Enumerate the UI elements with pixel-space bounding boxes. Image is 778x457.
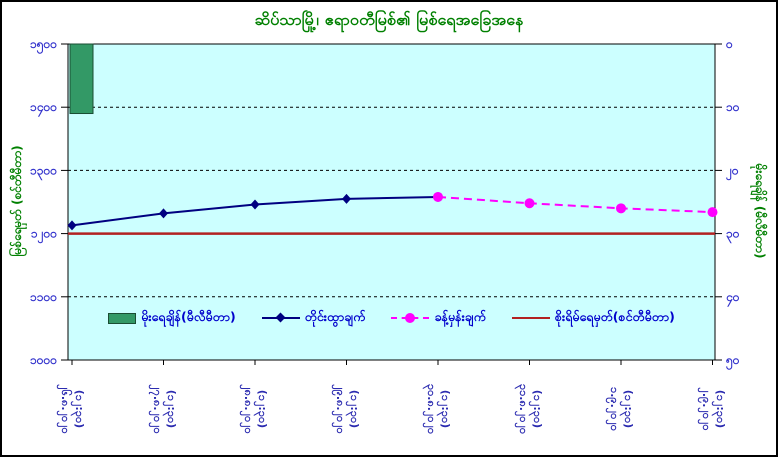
x-axis-label: (၁၂:၃၀) ၃၀.၈.၂၀၂၀ [425,383,452,435]
right-axis-tick-label: ၂၀ [725,163,739,181]
forecast-point-marker [616,203,626,214]
x-axis-label: (၁၂:၃၀) ၂၆.၈.၂၀၂၀ [59,384,86,434]
right-axis-tick-label: ၅၀ [725,353,740,371]
left-axis-tick-label: ၁၄၀၀ [30,100,57,118]
legend-item: မိုးရေချိန်(မီလီမီတာ) [108,309,236,328]
x-axis-label: (၁၂:၃၀) ၁.၉.၂၀၂၀ [608,387,635,431]
x-axis-label: (၁၂:၃၀) ၂၇.၈.၂၀၂၀ [150,384,178,434]
x-axis-label: (၁၂:၃၀) ၂၉.၈.၂၀၂၀ [333,384,361,434]
left-axis-title: မြစ်ရေမှတ် (စင်တီမီတာ) [10,145,24,257]
plot-background [67,43,716,361]
legend-item: ခန့်မှန်းချက် [391,309,486,328]
right-axis-tick-label: ၀ [725,37,733,51]
chart-title: ဆိပ်သာမြို့၊ ဧရာဝတီမြစ်၏ မြစ်ရေအခြေအနေ [254,10,524,29]
right-axis-tick-label: ၁၀ [726,100,740,114]
measured-point-marker [250,199,260,210]
measured-point-marker [342,193,351,204]
forecast-point-marker [707,207,718,218]
rainfall-bar [69,43,94,115]
legend-item: စိုးရိမ်ရေမှတ်(စင်တီမီတာ) [511,308,675,328]
right-axis-title: မိုးရေချိန် (မီလီမီတာ) [753,163,767,259]
right-axis-tick-label: ၃၀ [726,227,740,245]
chart-legend: မိုးရေချိန်(မီလီမီတာ) တိုင်းထွာချက် ခန့်မှ… [68,305,715,331]
forecast-point-marker [524,198,535,209]
left-axis-tick-label: ၁၅၀၀ [30,37,57,55]
x-axis-label: (၁၂:၃၀) ၂.၉.၂၀၂၀ [699,387,727,431]
x-axis-label: (၁၂:၃၀) ၂၈.၈.၂၀၂၀ [242,384,269,434]
forecast-line [437,195,713,214]
legend-label: မိုးရေချိန်(မီလီမီတာ) [141,308,236,324]
left-axis-tick-label: ၁၁၀၀ [30,290,57,304]
measured-point-marker [159,208,168,219]
left-axis-tick-label: ၁၀၀၀ [30,353,57,367]
legend-label: ခန့်မှန်းချက် [434,308,486,324]
left-axis-tick-label: ၁၂၀၀ [31,227,57,245]
legend-danger-line-swatch [511,312,550,324]
legend-label: တိုင်းထွာချက် [304,308,366,324]
legend-bar-swatch [108,312,137,324]
legend-label: စိုးရိမ်ရေမှတ်(စင်တီမီတာ) [554,308,675,324]
legend-item: တိုင်းထွာချက် [261,308,366,328]
x-axis-label: (၁၂:၃၀) ၃၁.၈.၂၀၂၀ [516,383,544,435]
measured-point-marker [67,220,77,231]
forecast-point-marker [433,191,443,202]
legend-measured-swatch [261,312,300,324]
right-axis-tick-label: ၄၀ [725,290,740,308]
legend-forecast-swatch [391,312,430,324]
left-axis-tick-label: ၁၃၀၀ [30,163,57,181]
